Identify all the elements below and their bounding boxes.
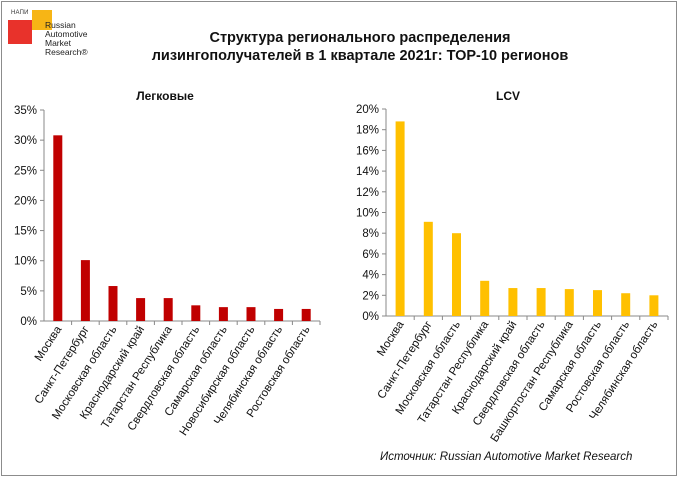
left-bar <box>80 260 90 321</box>
left-bar <box>53 135 63 321</box>
chart-title-line-2: лизингополучателей в 1 квартале 2021г: Т… <box>151 48 569 64</box>
right-y-tick-label: 0% <box>362 311 379 323</box>
left-y-tick-label: 25% <box>14 165 37 177</box>
logo-red-square <box>8 20 32 44</box>
right-y-tick-label: 8% <box>362 228 379 240</box>
left-y-tick-label: 5% <box>20 286 37 298</box>
right-bar <box>649 295 659 316</box>
right-chart-title: LCV <box>496 89 520 103</box>
right-bar <box>593 290 602 316</box>
right-y-tick-label: 2% <box>362 290 379 302</box>
logo-line: Russian <box>45 20 76 30</box>
right-y-tick-label: 4% <box>362 270 379 282</box>
left-bar <box>163 298 173 321</box>
right-y-tick-label: 10% <box>356 208 379 220</box>
right-y-tick-label: 12% <box>356 187 379 199</box>
logo-line: Market <box>45 38 71 48</box>
left-bar <box>218 307 228 321</box>
right-bar <box>508 288 518 316</box>
company-logo: НАПИ Russian Automotive Market Research® <box>8 8 98 68</box>
logo-orange-square <box>32 10 52 30</box>
left-y-tick-label: 35% <box>14 105 37 117</box>
left-y-tick-label: 0% <box>20 316 37 328</box>
source-note: Источник: Russian Automotive Market Rese… <box>380 451 633 463</box>
left-bar <box>136 298 146 321</box>
right-y-tick-label: 14% <box>356 166 379 178</box>
right-y-tick-label: 6% <box>362 249 379 261</box>
right-y-tick-label: 20% <box>356 104 379 116</box>
logo-line: Automotive <box>45 29 88 39</box>
left-bar <box>108 286 118 321</box>
left-bar <box>246 307 256 321</box>
left-y-tick-label: 20% <box>14 195 37 207</box>
right-bar <box>452 233 461 316</box>
left-bar <box>301 308 311 321</box>
left-bar <box>191 305 201 321</box>
chart-title-line-1: Структура регионального распределения <box>209 30 511 46</box>
right-bar <box>480 280 490 316</box>
left-bar <box>274 308 284 321</box>
right-bar <box>621 293 631 316</box>
right-bar <box>536 288 546 316</box>
left-chart-title: Легковые <box>136 89 194 103</box>
right-y-tick-label: 18% <box>356 125 379 137</box>
left-y-tick-label: 10% <box>14 256 37 268</box>
right-bar <box>564 289 574 316</box>
left-y-tick-label: 15% <box>14 226 37 238</box>
logo-line: Research® <box>45 47 88 57</box>
right-bar <box>395 121 405 316</box>
right-bar <box>423 221 433 316</box>
right-y-tick-label: 16% <box>356 145 379 157</box>
logo-tag: НАПИ <box>11 10 29 16</box>
left-y-tick-label: 30% <box>14 135 37 147</box>
